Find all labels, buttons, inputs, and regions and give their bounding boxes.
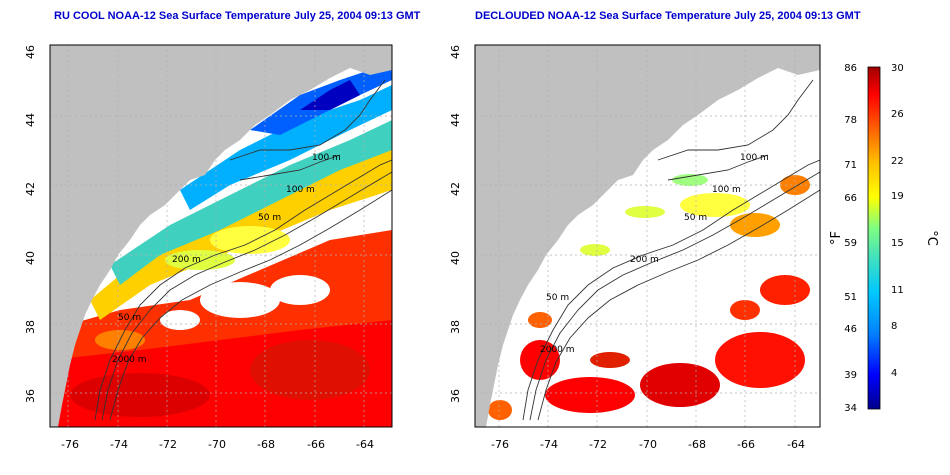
lat-tick: 46 (449, 45, 462, 59)
lon-tick: -68 (688, 438, 706, 451)
f-tick: 46 (844, 324, 857, 335)
contour-label-100m-2: 100 m (286, 185, 315, 195)
contour-label-100m: 100 m (740, 153, 769, 163)
f-tick: 59 (844, 238, 857, 249)
fahrenheit-label: °F (829, 231, 844, 245)
contour-labels: 100 m 100 m 50 m 200 m 50 m 2000 m (112, 153, 341, 365)
f-tick: 39 (844, 370, 857, 381)
contour-labels: 100 m 100 m 50 m 200 m 50 m 2000 m (540, 153, 769, 355)
c-tick: 15 (891, 238, 904, 249)
lon-tick: -72 (589, 438, 607, 451)
colorbar-gradient (867, 66, 881, 410)
lon-tick: -76 (491, 438, 509, 451)
lon-tick: -64 (356, 438, 374, 451)
contour-label-2000m: 2000 m (112, 355, 147, 365)
lon-tick: -68 (257, 438, 275, 451)
contour-label-200m: 200 m (630, 255, 659, 265)
c-tick: 4 (891, 368, 897, 379)
right-panel-title: DECLOUDED NOAA-12 Sea Surface Temperatur… (475, 10, 861, 22)
f-tick: 51 (844, 292, 857, 303)
temperature-colorbar: 86 78 71 66 59 51 46 39 34 30 26 22 19 1… (829, 63, 939, 414)
celsius-label: °C (924, 230, 939, 246)
lat-tick: 44 (24, 113, 37, 127)
contour-label-50m-2: 50 m (118, 313, 141, 323)
contour-label-100m: 100 m (312, 153, 341, 163)
contour-label-50m: 50 m (258, 213, 281, 223)
bathymetry-contours (522, 79, 820, 421)
f-tick: 34 (844, 403, 857, 414)
lat-tick: 36 (449, 389, 462, 403)
bathymetry-contours (94, 79, 392, 421)
f-tick: 86 (844, 63, 857, 74)
contour-label-2000m: 2000 m (540, 345, 575, 355)
f-tick: 78 (844, 115, 857, 126)
lon-tick: -76 (61, 438, 79, 451)
lat-tick: 42 (24, 182, 37, 196)
lon-tick: -66 (307, 438, 325, 451)
contour-label-50m-2: 50 m (546, 293, 569, 303)
land-mass (50, 45, 392, 427)
left-map-frame (49, 44, 393, 428)
lon-tick: -74 (540, 438, 558, 451)
f-tick: 66 (844, 193, 857, 204)
lon-tick: -64 (787, 438, 805, 451)
right-map-panel: 100 m 100 m 50 m 200 m 50 m 2000 m 46 44… (449, 44, 821, 451)
lat-tick: 44 (449, 113, 462, 127)
colorbar-fahrenheit-ticks: 86 78 71 66 59 51 46 39 34 (844, 63, 857, 414)
colorbar-celsius-ticks: 30 26 22 19 15 11 8 4 (891, 63, 904, 379)
contour-label-200m: 200 m (172, 255, 201, 265)
lon-tick: -70 (639, 438, 657, 451)
contour-label-50m: 50 m (684, 213, 707, 223)
left-lat-ticks: 46 44 42 40 38 36 (24, 45, 37, 403)
lon-tick: -74 (110, 438, 128, 451)
right-lon-ticks: -76 -74 -72 -70 -68 -66 -64 (491, 438, 805, 451)
contour-label-100m-2: 100 m (712, 185, 741, 195)
land-mass (475, 45, 820, 427)
lat-lon-grid (475, 45, 820, 427)
left-map-panel: 100 m 100 m 50 m 200 m 50 m 2000 m 46 44… (24, 44, 393, 451)
c-tick: 19 (891, 191, 904, 202)
c-tick: 11 (891, 285, 904, 296)
f-tick: 71 (844, 160, 857, 171)
lon-tick: -70 (208, 438, 226, 451)
right-lat-ticks: 46 44 42 40 38 36 (449, 45, 462, 403)
left-lon-ticks: -76 -74 -72 -70 -68 -66 -64 (61, 438, 374, 451)
lat-tick: 42 (449, 182, 462, 196)
right-map-frame (474, 44, 821, 428)
lat-tick: 40 (24, 251, 37, 265)
c-tick: 22 (891, 156, 904, 167)
lon-tick: -66 (737, 438, 755, 451)
lat-tick: 36 (24, 389, 37, 403)
lat-tick: 38 (449, 320, 462, 334)
sst-field-declouded (488, 174, 810, 420)
lat-tick: 40 (449, 251, 462, 265)
left-panel-title: RU COOL NOAA-12 Sea Surface Temperature … (54, 10, 421, 22)
lon-tick: -72 (159, 438, 177, 451)
lat-tick: 46 (24, 45, 37, 59)
c-tick: 30 (891, 63, 904, 74)
c-tick: 26 (891, 109, 904, 120)
lat-tick: 38 (24, 320, 37, 334)
c-tick: 8 (891, 321, 897, 332)
